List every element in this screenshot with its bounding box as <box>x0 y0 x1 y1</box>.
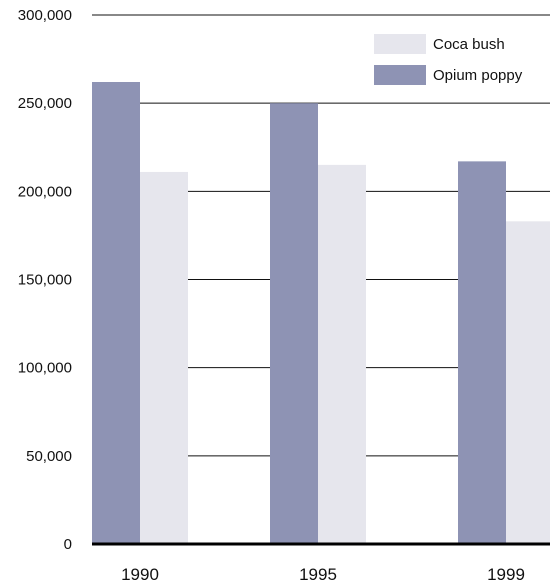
y-tick-label: 50,000 <box>26 448 72 465</box>
legend-label-coca-bush: Coca bush <box>433 36 505 53</box>
bar-coca-bush-1990 <box>140 171 188 545</box>
x-tick-label: 1990 <box>121 565 159 584</box>
bar-opium-poppy-1995 <box>270 103 318 545</box>
y-tick-label: 250,000 <box>18 95 72 112</box>
legend-swatch-coca-bush <box>374 34 426 54</box>
bar-opium-poppy-1990 <box>92 82 140 545</box>
y-tick-label: 200,000 <box>18 183 72 200</box>
legend-swatch-opium-poppy <box>374 65 426 85</box>
legend-label-opium-poppy: Opium poppy <box>433 67 523 84</box>
x-tick-label: 1999 <box>487 565 525 584</box>
y-tick-label: 300,000 <box>18 7 72 24</box>
y-tick-label: 150,000 <box>18 272 72 289</box>
bar-coca-bush-1995 <box>318 164 366 544</box>
bar-opium-poppy-1999 <box>458 161 506 544</box>
bars <box>92 82 550 545</box>
bar-coca-bush-1999 <box>506 221 550 544</box>
y-tick-label: 0 <box>64 536 72 553</box>
legend: Coca bush Opium poppy <box>362 26 550 94</box>
y-tick-label: 100,000 <box>18 360 72 377</box>
x-tick-label: 1995 <box>299 565 337 584</box>
tick-labels: 0 50,000 100,000 150,000 200,000 250,000 300,0… <box>18 7 525 584</box>
